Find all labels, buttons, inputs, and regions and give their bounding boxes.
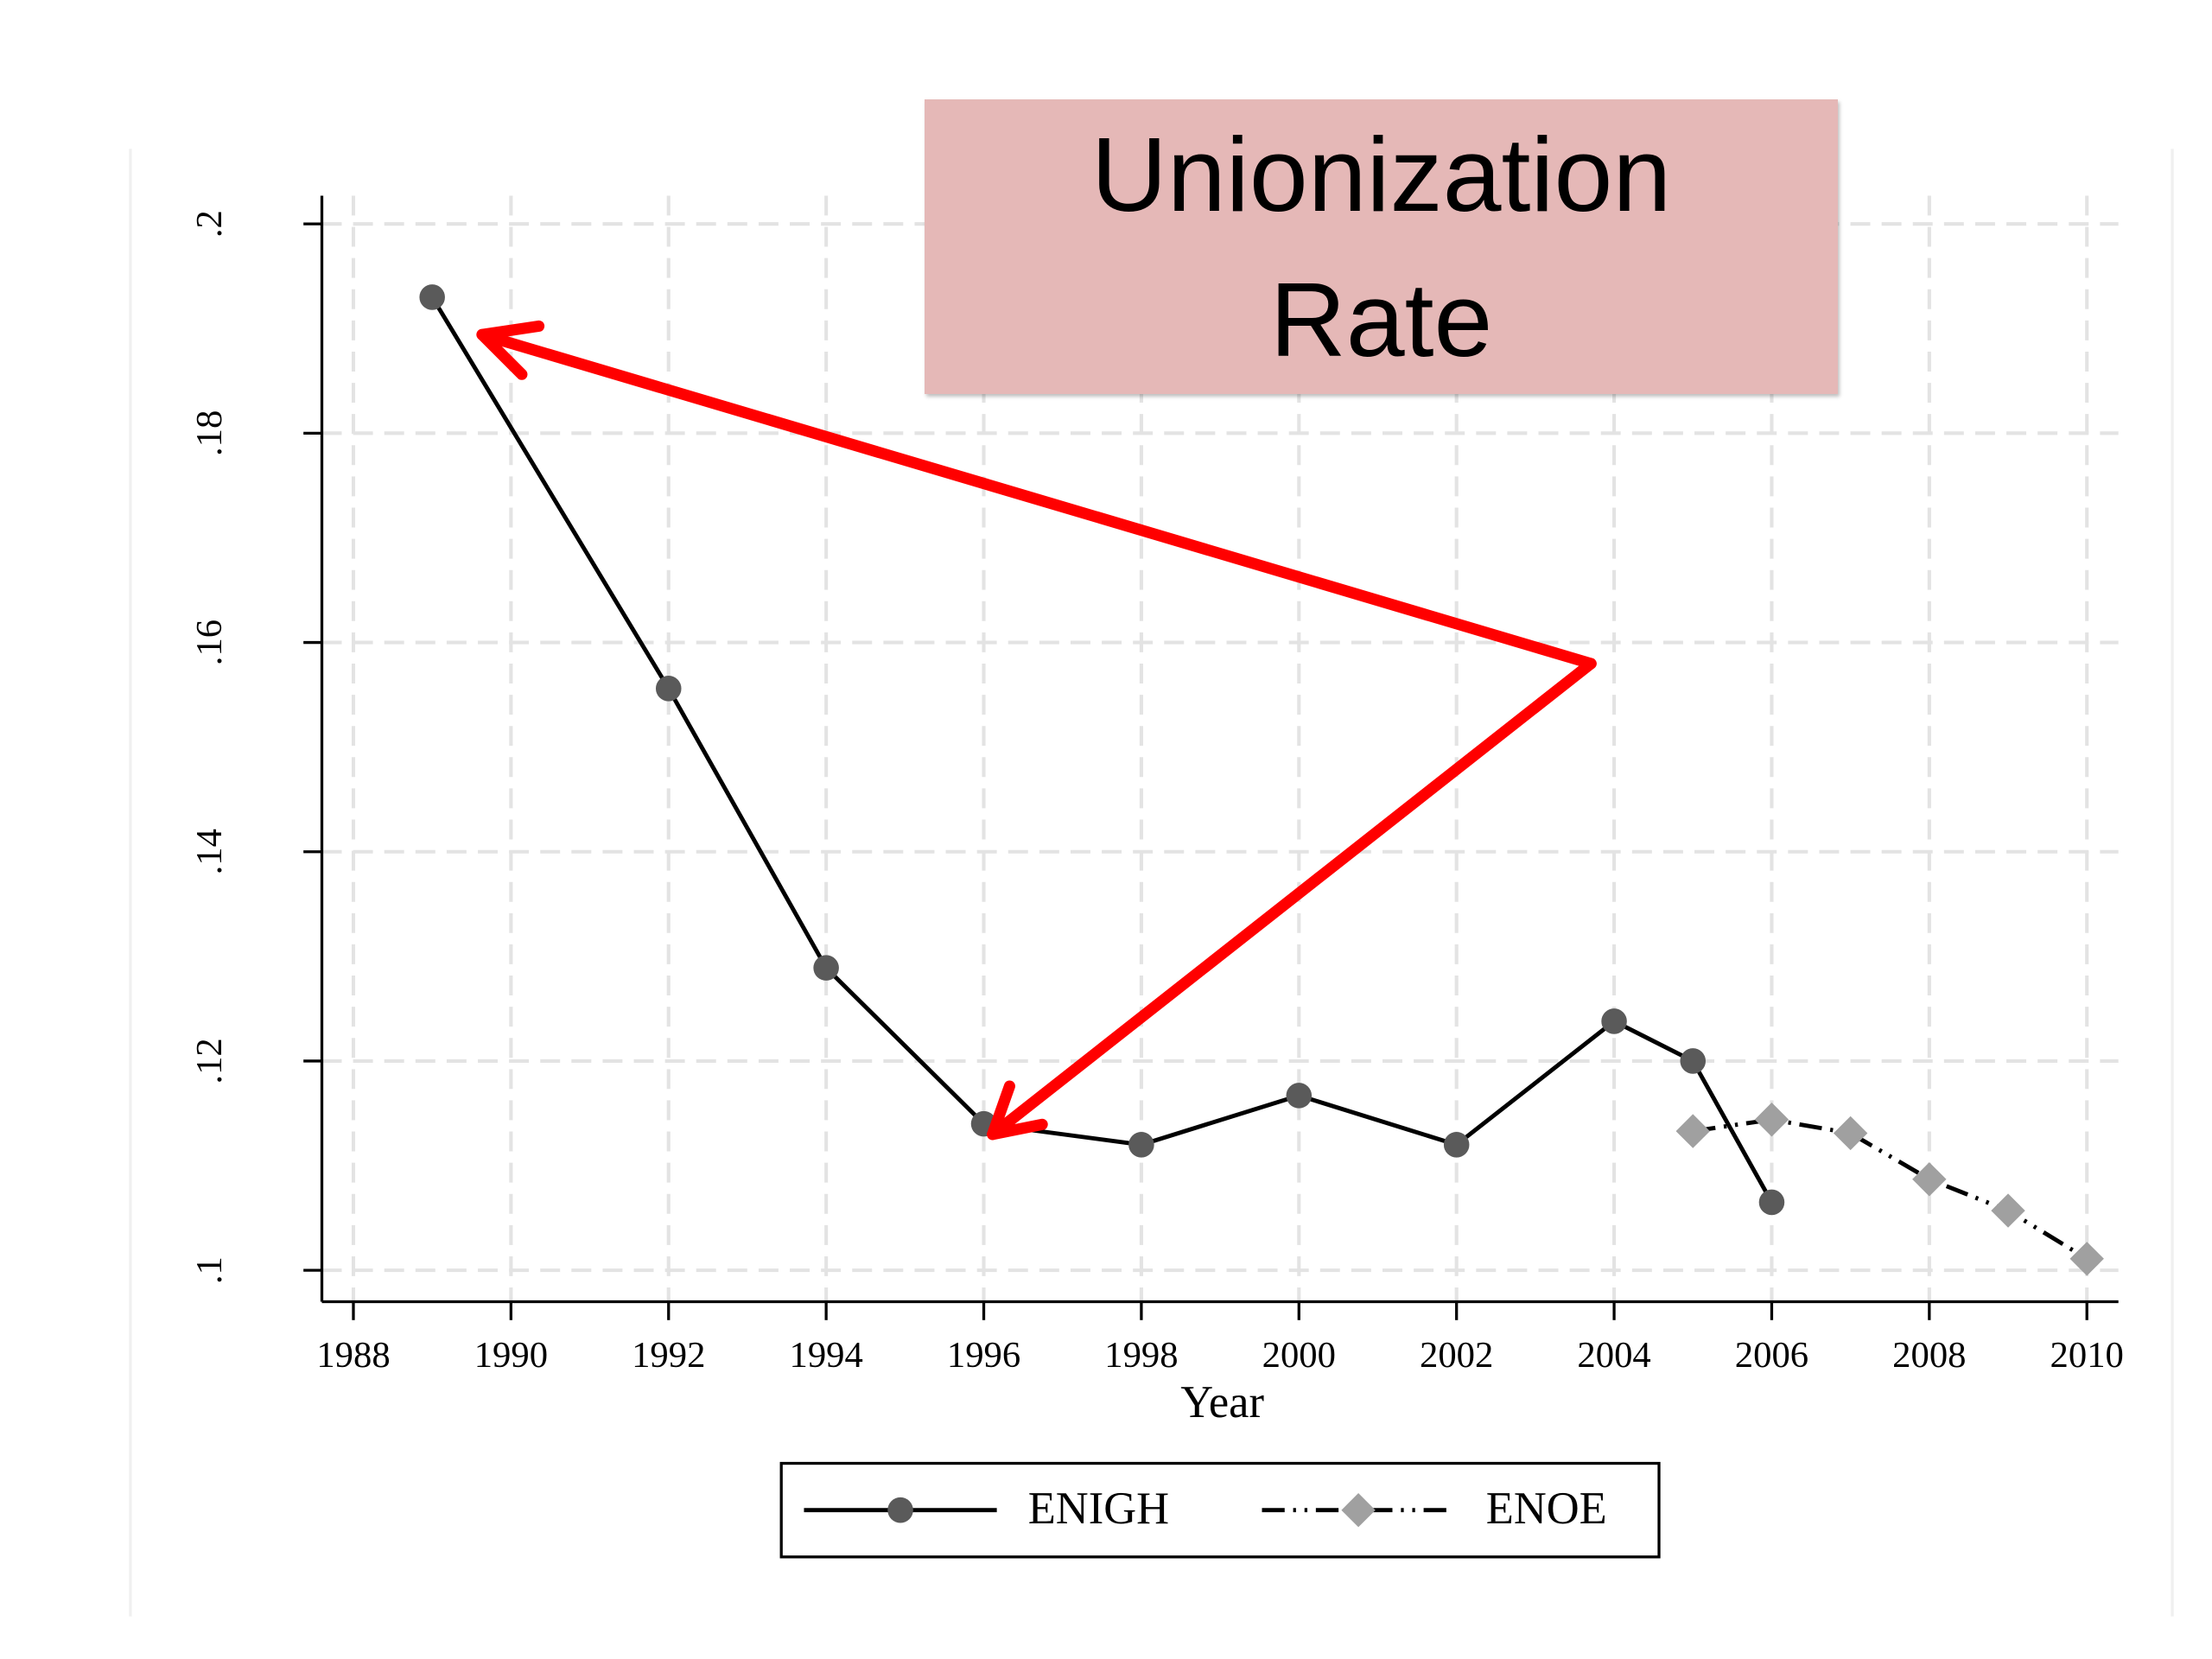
- title-box: Unionization Rate: [925, 99, 1838, 394]
- diamond-marker: [1341, 1493, 1376, 1528]
- x-tick-label: 1996: [947, 1335, 1020, 1376]
- plot-area: [419, 284, 2104, 1276]
- y-tick-label: .18: [189, 410, 230, 456]
- circle-marker: [1128, 1132, 1154, 1158]
- y-tick-label: .2: [189, 210, 230, 238]
- diamond-marker: [1912, 1162, 1947, 1197]
- chart-title: Unionization Rate: [1090, 115, 1672, 378]
- x-tick-label: 2006: [1735, 1335, 1808, 1376]
- diamond-marker: [1754, 1103, 1789, 1137]
- y-tick-label: .14: [189, 829, 230, 874]
- diamond-marker: [1833, 1116, 1868, 1151]
- arrow-shaft: [476, 328, 1597, 670]
- circle-marker: [1758, 1189, 1785, 1216]
- circle-marker: [655, 676, 682, 702]
- x-tick-label: 1988: [316, 1335, 390, 1376]
- circle-marker: [1443, 1132, 1470, 1158]
- annotation-arrows: [476, 320, 1597, 1141]
- x-tick-label: 2004: [1577, 1335, 1650, 1376]
- arrow-shaft: [987, 658, 1597, 1141]
- circle-marker: [419, 284, 445, 310]
- circle-marker: [1601, 1008, 1627, 1034]
- x-tick-label: 2002: [1420, 1335, 1493, 1376]
- arrow-head: [987, 1080, 1048, 1141]
- x-tick-label: 1990: [474, 1335, 548, 1376]
- arrow-head: [476, 320, 545, 380]
- y-tick-label: .16: [189, 620, 230, 665]
- x-tick-label: 2008: [1892, 1335, 1966, 1376]
- x-tick-label: 2010: [2050, 1335, 2124, 1376]
- x-axis-label: Year: [1180, 1377, 1264, 1427]
- diamond-marker: [2069, 1242, 2104, 1276]
- circle-marker: [813, 955, 839, 981]
- x-tick-label: 1992: [632, 1335, 705, 1376]
- x-tick-label: 1994: [789, 1335, 862, 1376]
- circle-marker: [887, 1497, 913, 1523]
- diamond-marker: [1675, 1114, 1710, 1148]
- legend-label: ENOE: [1486, 1484, 1607, 1534]
- series-line: [1692, 1117, 2088, 1261]
- series-line: [430, 296, 1774, 1204]
- circle-marker: [1286, 1083, 1313, 1109]
- x-tick-label: 2000: [1262, 1335, 1336, 1376]
- y-tick-label: .12: [189, 1038, 230, 1084]
- legend: ENIGH ENOE: [779, 1461, 1661, 1559]
- legend-label: ENIGH: [1028, 1484, 1169, 1534]
- diamond-marker: [1991, 1193, 2025, 1228]
- x-tick-label: 1998: [1104, 1335, 1178, 1376]
- circle-marker: [1680, 1048, 1707, 1074]
- y-tick-label: .1: [189, 1256, 230, 1284]
- axes: .1 .12 .14 .16 .18 .2 1988 1990 1992 1994 1996 1998…: [189, 195, 2124, 1376]
